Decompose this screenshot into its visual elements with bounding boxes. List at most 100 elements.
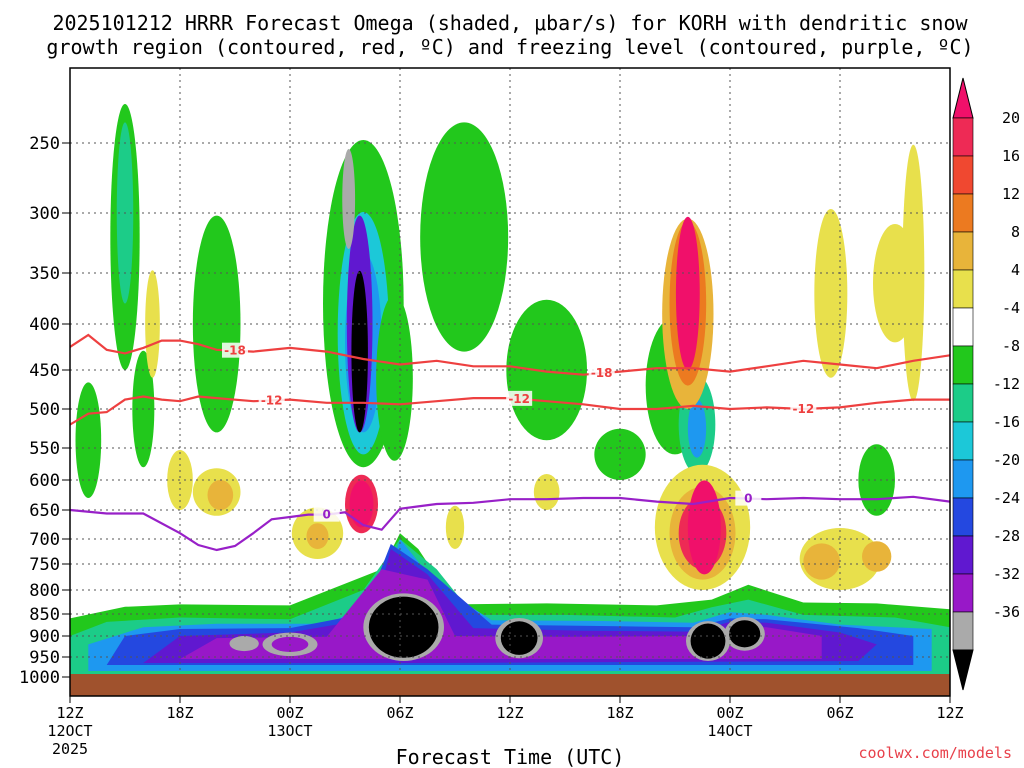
isotherm-label-bg — [790, 401, 817, 416]
colorbar-label: -16 — [993, 413, 1020, 431]
isotherm-label-bg — [588, 365, 615, 381]
omega-shade — [500, 621, 538, 655]
y-tick-label: 800 — [29, 581, 60, 601]
colorbar-label: 16 — [1002, 147, 1020, 165]
omega-shade — [207, 480, 234, 510]
omega-shade — [376, 294, 413, 461]
y-tick-label: 950 — [29, 648, 60, 668]
y-axis-ticks: 2503003504004505005506006507007508008509… — [19, 134, 70, 688]
x-tick-label: 06Z — [826, 704, 853, 722]
colorbar: 20 16 12 8 4 -4 -8 -12 -16 -20 -24 -28 -32 -36 — [952, 77, 1020, 691]
y-tick-label: 300 — [29, 204, 60, 224]
omega-shade — [902, 144, 925, 402]
isotherm-line — [70, 333, 950, 376]
colorbar-swatch — [952, 269, 974, 309]
colorbar-top-triangle — [952, 77, 974, 119]
colorbar-swatch — [952, 345, 974, 385]
y-tick-label: 850 — [29, 605, 60, 625]
colorbar-label: 4 — [1011, 261, 1020, 279]
x-tick-label: 18Z — [606, 704, 633, 722]
omega-shade — [306, 523, 329, 549]
y-tick-label: 500 — [29, 400, 60, 420]
isotherm-label-bg — [735, 490, 762, 506]
colorbar-swatch — [952, 117, 974, 157]
omega-shade — [368, 596, 439, 658]
omega-shade — [351, 270, 368, 433]
y-tick-label: 400 — [29, 315, 60, 335]
omega-shade — [342, 149, 356, 249]
colorbar-label: 8 — [1011, 223, 1020, 241]
colorbar-label: -20 — [993, 451, 1020, 469]
omega-shade — [533, 474, 560, 510]
chart-title-line-1: 2025101212 HRRR Forecast Omega (shaded, … — [52, 11, 968, 35]
isotherm-label: -18 — [591, 366, 613, 380]
credit-text: coolwx.com/models — [858, 744, 1012, 762]
omega-shade — [420, 122, 509, 352]
omega-shading — [70, 104, 950, 677]
x-axis-label: Forecast Time (UTC) — [396, 745, 625, 768]
isotherm-label-bg — [506, 390, 533, 406]
isotherm-label: -12 — [261, 393, 283, 407]
colorbar-swatch — [952, 383, 974, 423]
colorbar-label: -32 — [993, 565, 1020, 583]
isotherm-label: -12 — [792, 402, 814, 416]
omega-shade — [192, 215, 241, 433]
x-tick-date: 13OCT — [267, 722, 312, 740]
omega-shade — [349, 480, 374, 528]
isotherm-label: -18 — [224, 344, 246, 358]
temperature-contours: -18 -18 -12 -12 -12 0 0 — [70, 333, 950, 552]
omega-shade — [229, 636, 259, 652]
colorbar-swatch — [952, 231, 974, 271]
isotherm-label-bg — [258, 392, 285, 408]
omega-shade — [75, 382, 102, 499]
ground-bar — [70, 674, 950, 696]
x-tick-label: 06Z — [386, 704, 413, 722]
isotherm-label: 0 — [322, 508, 330, 522]
y-tick-label: 750 — [29, 555, 60, 575]
x-tick-label: 18Z — [166, 704, 193, 722]
omega-shade — [814, 209, 848, 378]
colorbar-label: -28 — [993, 527, 1020, 545]
isotherm-label-bg — [313, 506, 340, 522]
colorbar-label: -24 — [993, 489, 1020, 507]
y-tick-label: 600 — [29, 471, 60, 491]
omega-shade — [690, 623, 726, 659]
omega-shade — [594, 428, 646, 480]
omega-shade — [180, 569, 822, 659]
omega-shade — [687, 399, 707, 458]
omega-shade — [675, 216, 700, 370]
y-tick-label: 350 — [29, 264, 60, 284]
y-tick-label: 700 — [29, 530, 60, 550]
y-tick-label: 250 — [29, 134, 60, 154]
isotherm-label: 0 — [744, 492, 752, 506]
omega-shade — [687, 480, 721, 575]
colorbar-label: 12 — [1002, 185, 1020, 203]
omega-shade — [145, 270, 160, 378]
x-tick-label: 12Z — [936, 704, 963, 722]
colorbar-bottom-triangle — [952, 649, 974, 691]
colorbar-swatch — [952, 459, 974, 499]
colorbar-swatch — [952, 421, 974, 461]
isotherm-line — [70, 395, 950, 426]
colorbar-swatch — [952, 535, 974, 575]
x-tick-date: 14OCT — [707, 722, 752, 740]
x-tick-label: 00Z — [716, 704, 743, 722]
colorbar-swatch — [952, 497, 974, 537]
y-tick-label: 550 — [29, 439, 60, 459]
x-tick-year: 2025 — [52, 740, 88, 758]
omega-shade — [445, 505, 465, 549]
colorbar-label: -8 — [1002, 337, 1020, 355]
omega-shade — [803, 543, 841, 580]
y-tick-label: 450 — [29, 361, 60, 381]
x-tick-label: 00Z — [276, 704, 303, 722]
colorbar-label: -36 — [993, 603, 1020, 621]
omega-shade — [862, 541, 892, 572]
colorbar-swatch — [952, 573, 974, 613]
x-tick-date: 12OCT — [47, 722, 92, 740]
colorbar-label: -4 — [1002, 299, 1020, 317]
y-tick-label: 650 — [29, 501, 60, 521]
y-tick-label: 900 — [29, 627, 60, 647]
isotherm-label: -12 — [508, 392, 530, 406]
